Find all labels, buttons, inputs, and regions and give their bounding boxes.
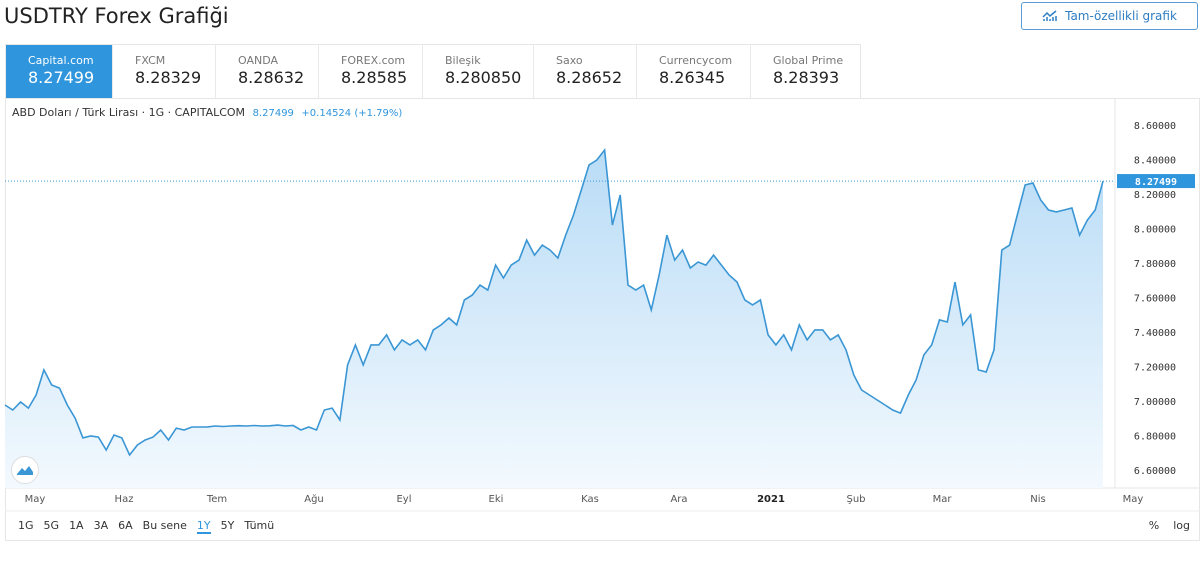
tab-name: FXCM (135, 54, 166, 67)
price-line (4, 147, 1104, 457)
scale-options: % log (1149, 519, 1190, 532)
tab-fxcm[interactable]: FXCM 8.28329 (112, 45, 215, 98)
y-tick-label: 6.60000 (1134, 466, 1176, 477)
tab-currencycom[interactable]: Currencycom 8.26345 (636, 45, 750, 98)
tradingview-logo[interactable] (11, 456, 39, 484)
percent-scale-toggle[interactable]: % (1148, 519, 1160, 532)
tab-forex-com[interactable]: FOREX.com 8.28585 (318, 45, 422, 98)
y-tick-label: 7.80000 (1134, 259, 1176, 270)
x-tick-label: May (25, 494, 46, 505)
y-tick-label: 8.00000 (1134, 225, 1176, 236)
y-tick-label: 8.20000 (1134, 190, 1176, 201)
symbol-description: ABD Doları / Türk Lirası · 1G · CAPITALC… (12, 106, 246, 119)
y-tick-label: 7.40000 (1134, 328, 1176, 339)
full-chart-label: Tam-özellikli grafik (1065, 9, 1177, 23)
range-5y[interactable]: 5Y (220, 519, 235, 532)
tab-name: OANDA (238, 54, 279, 67)
x-tick-label: Şub (846, 494, 865, 505)
last-price-badge (1117, 174, 1195, 189)
range-1a[interactable]: 1A (69, 519, 84, 532)
tab-oanda[interactable]: OANDA 8.28632 (215, 45, 318, 98)
tab-global-prime[interactable]: Global Prime 8.28393 (750, 45, 860, 98)
y-tick-label: 7.20000 (1134, 363, 1176, 374)
x-tick-label: May (1123, 494, 1144, 505)
y-tick-label: 8.40000 (1134, 156, 1176, 167)
x-tick-label: Mar (933, 494, 953, 505)
y-tick-label: 6.80000 (1134, 432, 1176, 443)
tab-value: 8.28652 (556, 68, 623, 87)
x-tick-label: Eyl (396, 494, 411, 505)
last-price-label: 8.27499 (1135, 177, 1177, 188)
x-tick-label: Eki (489, 494, 504, 505)
tab-name: Capital.com (28, 54, 94, 67)
legend-price: 8.27499 (252, 108, 294, 119)
tab-saxo[interactable]: Saxo 8.28652 (533, 45, 636, 98)
tab-name: Bileşik (445, 54, 481, 67)
tab-value: 8.27499 (28, 68, 95, 87)
tab-value: 8.280850 (445, 68, 522, 87)
price-area-fill (5, 150, 1103, 488)
tab-value: 8.28585 (341, 68, 408, 87)
range-tumu[interactable]: Tümü (244, 519, 275, 532)
tab-name: FOREX.com (341, 54, 406, 67)
chart-legend: ABD Doları / Türk Lirası · 1G · CAPITALC… (12, 106, 402, 119)
x-tick-label: Kas (581, 494, 599, 505)
tab-bilesik[interactable]: Bileşik 8.280850 (422, 45, 533, 98)
cloud-logo-icon (17, 466, 33, 475)
tab-capital-com[interactable]: Capital.com 8.27499 (5, 45, 112, 98)
log-scale-toggle[interactable]: log (1173, 519, 1190, 532)
range-bu-sene[interactable]: Bu sene (142, 519, 187, 532)
y-tick-label: 7.00000 (1134, 397, 1176, 408)
range-1y[interactable]: 1Y (196, 519, 211, 534)
range-5g[interactable]: 5G (43, 519, 60, 532)
x-tick-label: Ağu (304, 493, 324, 505)
y-tick-label: 8.60000 (1134, 121, 1176, 132)
range-1g[interactable]: 1G (18, 519, 34, 532)
tab-value: 8.28329 (135, 68, 202, 87)
x-tick-label: Tem (206, 494, 227, 505)
tab-name: Currencycom (659, 54, 733, 67)
legend-change: +0.14524 (+1.79%) (301, 108, 403, 119)
tab-value: 8.28393 (773, 68, 840, 87)
range-selector: 1G 5G 1A 3A 6A Bu sene 1Y 5Y Tümü (18, 519, 274, 534)
page-title: USDTRY Forex Grafiği (4, 4, 229, 28)
full-chart-button[interactable]: Tam-özellikli grafik (1021, 2, 1198, 30)
x-tick-label: Nis (1030, 494, 1045, 505)
tab-name: Global Prime (773, 54, 844, 67)
x-tick-label: 2021 (757, 494, 785, 505)
x-tick-label: Haz (115, 494, 134, 505)
tab-name: Saxo (556, 54, 583, 67)
range-6a[interactable]: 6A (118, 519, 133, 532)
x-tick-label: Ara (670, 494, 687, 505)
chart-icon (1042, 10, 1057, 21)
tab-value: 8.28632 (238, 68, 305, 87)
broker-tabs: Capital.com 8.27499 FXCM 8.28329 OANDA 8.28… (5, 44, 861, 98)
tab-value: 8.26345 (659, 68, 726, 87)
range-3a[interactable]: 3A (93, 519, 109, 532)
y-tick-label: 7.60000 (1134, 294, 1176, 305)
